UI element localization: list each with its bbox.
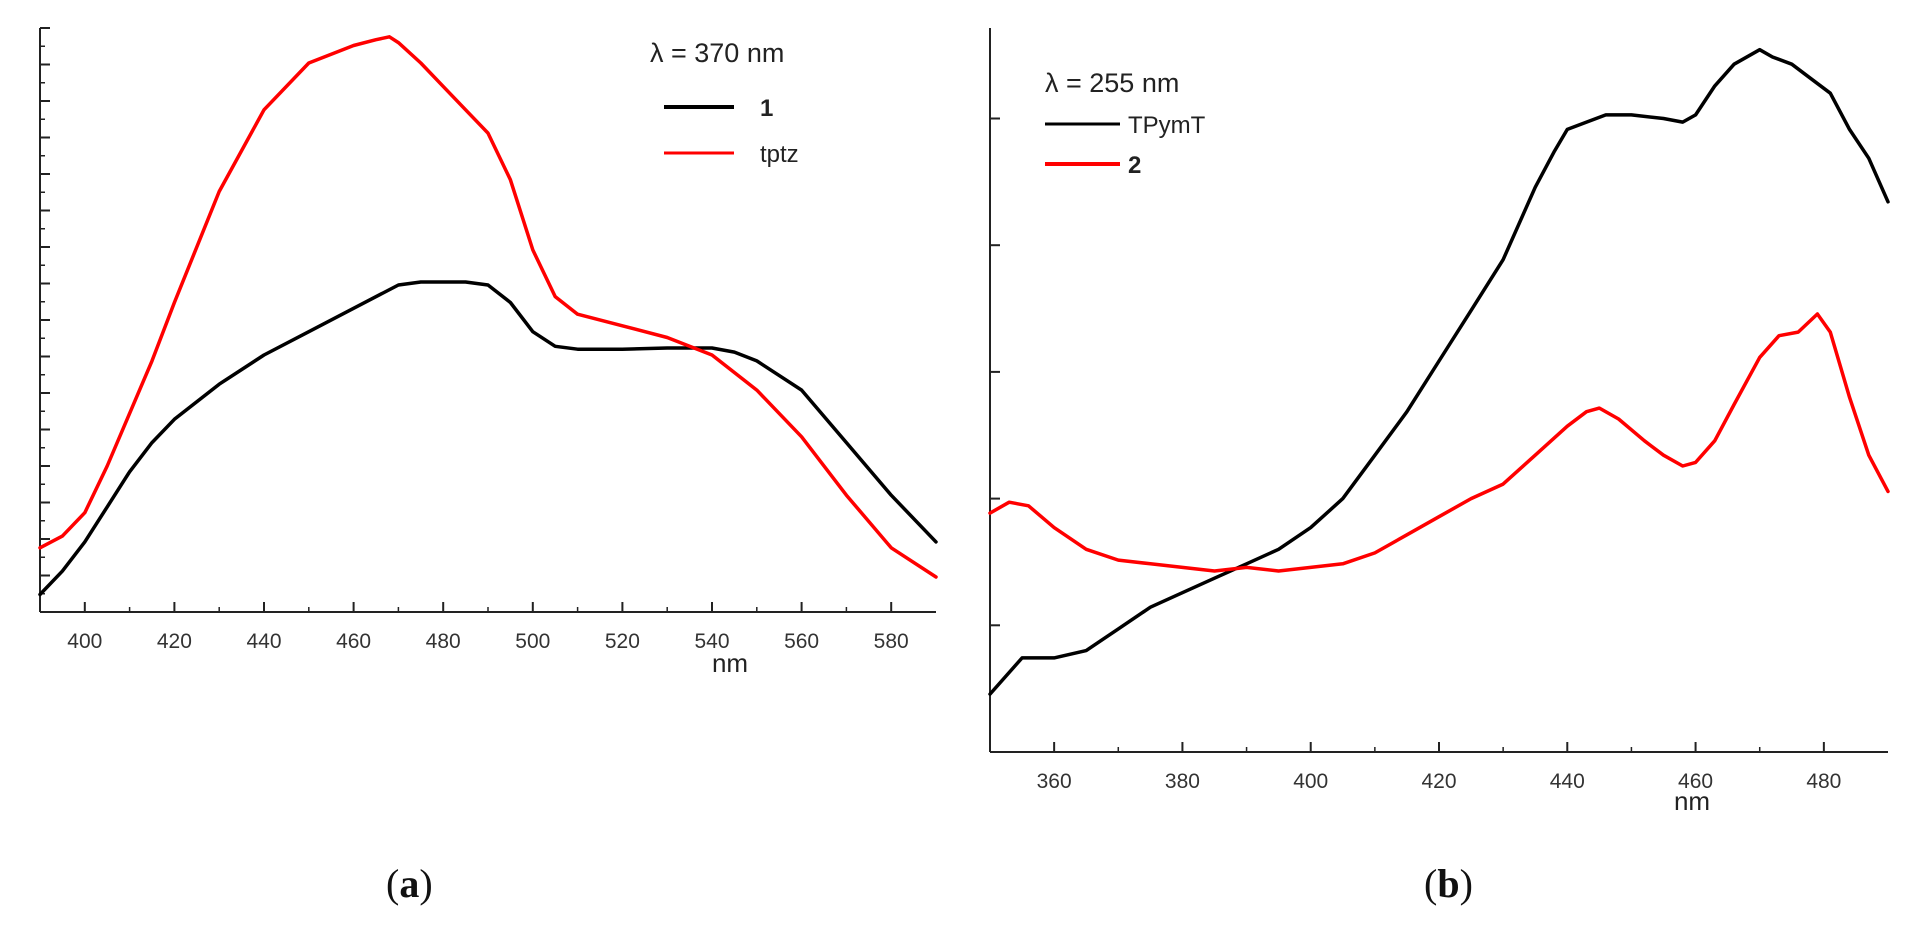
panel-a-x-tick-label-440: 440 — [246, 630, 281, 653]
panel-b-x-ticks: 360 380 400 420 440 460 480 — [1037, 742, 1841, 793]
panel-a-x-tick-label-460: 460 — [336, 630, 371, 653]
panel-a-series-line-1 — [38, 280, 938, 597]
panel-b-legend-label-2: 2 — [1128, 152, 1141, 179]
panel-b: 360 380 400 420 440 460 480 nm λ = 255 nm TPym… — [988, 28, 1890, 816]
panel-a-caption: (a) — [386, 861, 433, 906]
panel-b-x-tick-label-400: 400 — [1293, 770, 1328, 793]
panel-a-x-tick-label-420: 420 — [157, 630, 192, 653]
panel-a-x-tick-label-580: 580 — [874, 630, 909, 653]
panel-a-x-tick-label-480: 480 — [426, 630, 461, 653]
panel-a-x-axis-label: nm — [712, 648, 748, 678]
panel-b-x-axis-label: nm — [1674, 786, 1710, 816]
panel-a-x-tick-label-500: 500 — [515, 630, 550, 653]
panel-b-y-ticks — [990, 117, 1000, 627]
panel-b-x-tick-label-360: 360 — [1037, 770, 1072, 793]
panel-a-series — [38, 35, 938, 597]
panel-a-x-tick-label-560: 560 — [784, 630, 819, 653]
panel-a-x-tick-label-400: 400 — [67, 630, 102, 653]
panel-a-series-line-tptz — [38, 35, 938, 579]
panel-a-y-ticks — [40, 27, 50, 595]
panel-b-x-tick-label-460: 460 — [1678, 770, 1713, 793]
panel-b-x-tick-label-380: 380 — [1165, 770, 1200, 793]
panel-a-caption-letter: a — [399, 861, 420, 906]
panel-b-legend-label-tpymt: TPymT — [1128, 112, 1206, 139]
panel-b-series-line-tpymt — [988, 47, 1890, 696]
panel-a-x-tick-label-540: 540 — [694, 630, 729, 653]
panel-a: 400 420 440 460 480 500 520 540 560 580 nm λ = 37… — [38, 27, 938, 678]
panel-b-legend-title: λ = 255 nm — [1045, 68, 1179, 98]
panel-a-legend-title: λ = 370 nm — [650, 38, 784, 68]
panel-b-x-tick-label-480: 480 — [1806, 770, 1841, 793]
panel-a-legend-label-1: 1 — [760, 95, 773, 122]
panel-b-x-tick-label-440: 440 — [1550, 770, 1585, 793]
panel-a-x-tick-label-520: 520 — [605, 630, 640, 653]
panel-b-x-tick-label-420: 420 — [1421, 770, 1456, 793]
panel-b-caption: (b) — [1424, 861, 1473, 906]
panel-a-legend-label-tptz: tptz — [760, 141, 799, 168]
panel-a-x-ticks: 400 420 440 460 480 500 520 540 560 580 — [67, 602, 909, 653]
panel-a-legend: λ = 370 nm 1 tptz — [650, 38, 799, 168]
panel-b-series — [988, 47, 1890, 696]
panel-b-series-line-2 — [988, 312, 1890, 573]
panel-b-caption-letter: b — [1437, 861, 1460, 906]
panel-b-legend: λ = 255 nm TPymT 2 — [1045, 68, 1206, 179]
